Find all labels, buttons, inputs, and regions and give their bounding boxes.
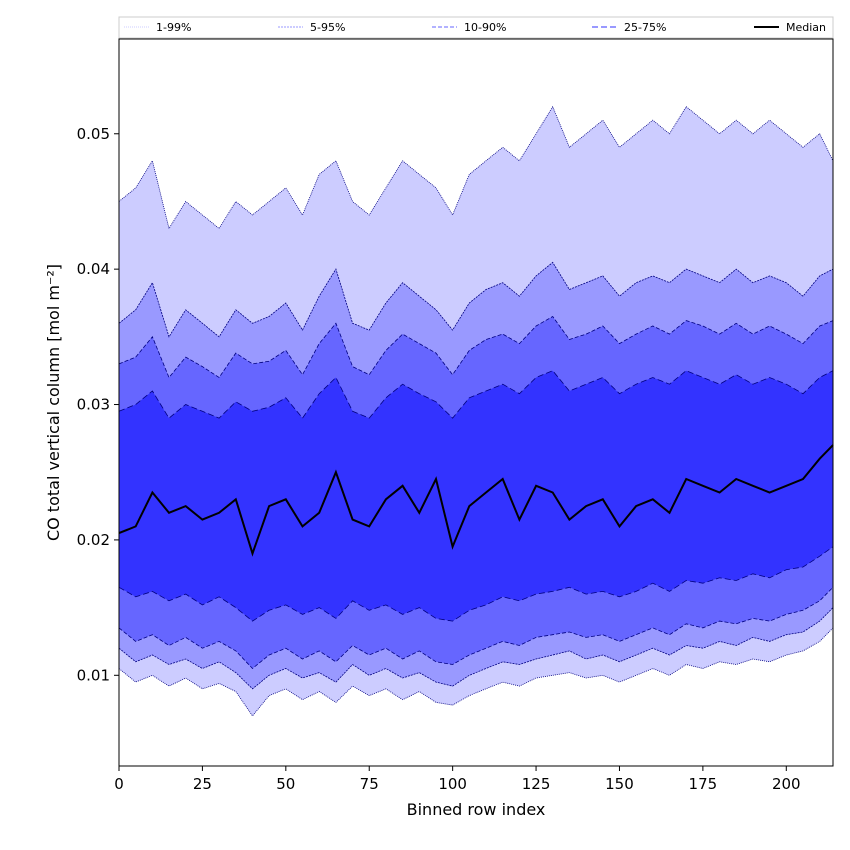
y-tick-label: 0.03	[77, 396, 110, 414]
x-tick-label: 25	[193, 775, 212, 793]
outline-p5_95-upper	[118, 261, 834, 338]
x-axis-label: Binned row index	[407, 800, 546, 819]
outline-p1_99-lower	[118, 627, 834, 717]
y-axis: 0.01 0.02 0.03 0.04 0.05	[77, 125, 119, 684]
outline-p10_90-upper	[118, 315, 834, 379]
legend-label-p10_90: 10-90%	[464, 21, 506, 34]
x-tick-label: 75	[360, 775, 379, 793]
legend-label-p1_99: 1-99%	[156, 21, 191, 34]
band-outlines	[118, 105, 834, 717]
x-tick-label: 100	[438, 775, 467, 793]
legend-label-median: Median	[786, 21, 826, 34]
outline-p10_90-lower	[118, 587, 834, 670]
band-p25_75	[119, 370, 833, 622]
x-tick-label: 150	[605, 775, 634, 793]
outline-p5_95-lower	[118, 607, 834, 690]
outline-p25_75-lower	[118, 546, 834, 622]
y-tick-label: 0.02	[77, 531, 110, 549]
legend-box	[118, 16, 834, 39]
legend: 1-99% 5-95% 10-90% 25-75% Median	[118, 16, 834, 39]
legend-label-p25_75: 25-75%	[624, 21, 666, 34]
x-tick-label: 175	[689, 775, 718, 793]
plot-frame	[118, 38, 834, 767]
x-axis: 0 25 50 75 100 125 150 175 200	[114, 766, 801, 793]
outline-p25_75-upper	[118, 370, 834, 419]
median-series	[118, 444, 834, 557]
x-tick-label: 200	[772, 775, 801, 793]
legend-label-p5_95: 5-95%	[310, 21, 345, 34]
y-tick-label: 0.05	[77, 125, 110, 143]
median-line	[118, 444, 834, 557]
y-axis-label: CO total vertical column [mol m⁻²]	[44, 264, 63, 541]
y-tick-label: 0.04	[77, 260, 110, 278]
y-tick-label: 0.01	[77, 666, 110, 684]
percentile-bands	[119, 106, 833, 716]
x-tick-label: 50	[276, 775, 295, 793]
x-tick-label: 0	[114, 775, 124, 793]
x-tick-label: 125	[522, 775, 551, 793]
